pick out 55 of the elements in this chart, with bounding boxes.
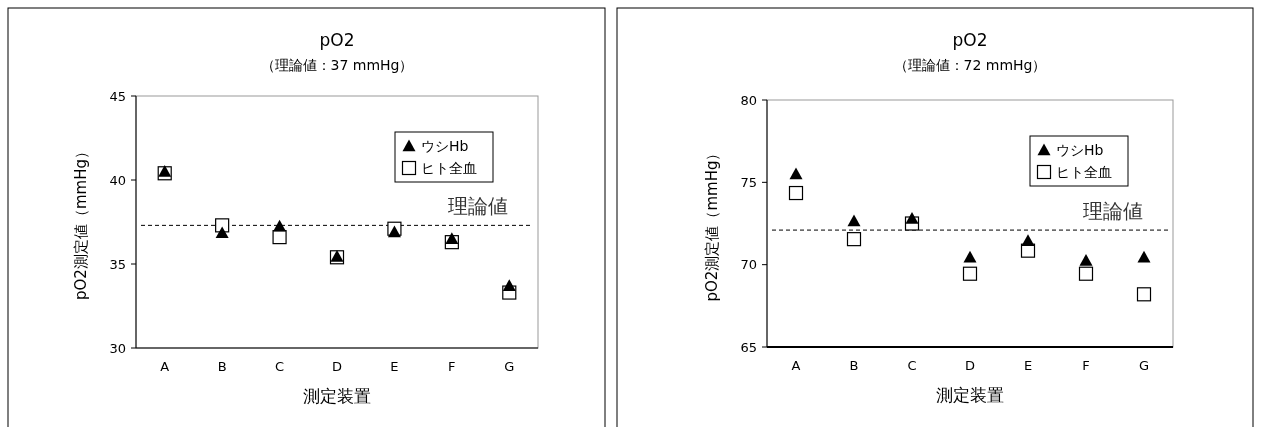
x-axis-title: 測定装置	[936, 385, 1004, 405]
ref-line-label: 理論値	[448, 194, 508, 219]
point	[847, 214, 861, 227]
y-tick-label: 35	[109, 256, 126, 272]
point	[846, 232, 862, 247]
chart-title: pO2	[952, 30, 988, 50]
y-axis-title: pO2測定値（mmHg）	[703, 145, 721, 302]
y-tick-label: 30	[109, 340, 126, 356]
x-tick-label: B	[217, 359, 227, 374]
x-tick-label: B	[849, 358, 859, 373]
y-tick-label: 45	[109, 88, 126, 104]
point	[387, 225, 401, 238]
y-axis-title: pO2測定値（mmHg）	[72, 144, 90, 300]
y-tick-label: 70	[740, 257, 757, 273]
ref-line-label: 理論値	[1083, 199, 1143, 224]
point	[1079, 254, 1093, 266]
x-tick-label: G	[1138, 358, 1150, 373]
chart-subtitle: （理論値：72 mmHg）	[893, 57, 1047, 73]
x-tick-label: A	[160, 359, 170, 374]
x-tick-label: F	[448, 359, 456, 374]
x-tick-label: D	[964, 358, 976, 373]
y-tick-label: 80	[740, 92, 757, 108]
legend-label: ウシHb	[421, 137, 469, 154]
x-tick-label: E	[390, 359, 399, 374]
point	[272, 230, 287, 245]
y-tick-label: 40	[109, 172, 126, 188]
point	[158, 165, 172, 177]
point	[788, 185, 804, 201]
point	[962, 266, 978, 281]
point	[963, 250, 977, 263]
x-tick-label: D	[331, 359, 343, 374]
x-tick-label: C	[275, 359, 285, 374]
x-tick-label: F	[1082, 358, 1090, 373]
x-tick-label: G	[504, 359, 515, 374]
chart-subtitle: （理論値：37 mmHg）	[260, 57, 414, 73]
point	[502, 279, 516, 292]
point	[273, 219, 287, 232]
legend-label: ヒト全血	[1056, 163, 1112, 180]
point	[1136, 287, 1152, 302]
point	[789, 167, 803, 180]
point	[1021, 234, 1035, 246]
point	[905, 212, 919, 224]
legend-label: ウシHb	[1056, 141, 1104, 158]
point	[445, 232, 459, 244]
x-tick-label: A	[791, 358, 801, 373]
x-axis-title: 測定装置	[303, 386, 371, 406]
y-tick-label: 65	[740, 339, 757, 355]
point	[215, 226, 229, 239]
legend-label: ヒト全血	[421, 159, 477, 176]
y-tick-label: 75	[740, 174, 757, 190]
x-tick-label: E	[1023, 358, 1033, 373]
point	[1137, 250, 1151, 263]
x-tick-label: C	[907, 358, 917, 373]
chart-title: pO2	[319, 30, 355, 50]
point	[1078, 266, 1094, 281]
